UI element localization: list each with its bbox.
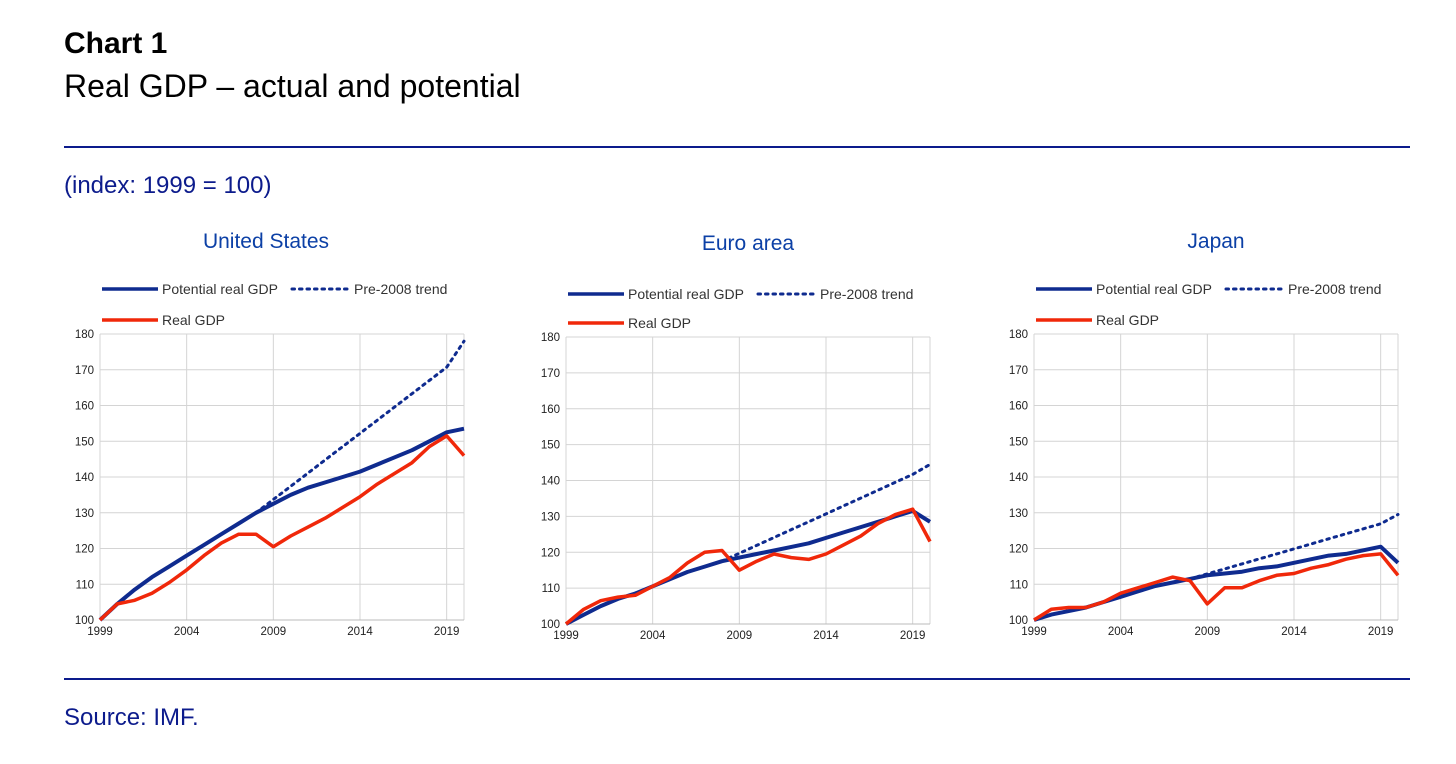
panel-title: Japan (1187, 230, 1244, 253)
y-tick-label: 180 (541, 332, 560, 344)
y-tick-label: 160 (75, 401, 94, 413)
chart-title: Real GDP – actual and potential (64, 68, 521, 104)
y-tick-label: 180 (75, 329, 94, 341)
chart-svg-japan: Japan 100 110 120 130 140 150 160 170 180 1999 2004… (1009, 230, 1400, 638)
series-line-potential-real-gdp (98, 426, 465, 622)
y-tick-label: 170 (1009, 365, 1028, 377)
x-tick-label: 2004 (1108, 626, 1134, 638)
series-line-potential-real-gdp (1033, 544, 1400, 622)
y-tick-label: 150 (541, 440, 560, 452)
y-tick-label: 150 (75, 436, 94, 448)
y-tick-label: 110 (76, 579, 94, 591)
panel-united-states: United States 100 110 120 130 140 150 160 170 180… (56, 222, 476, 647)
x-tick-label: 1999 (1021, 626, 1047, 638)
y-tick-label: 120 (1009, 544, 1028, 556)
series-line-pre-2008-trend (720, 462, 932, 563)
series-line-pre-2008-trend (1188, 513, 1400, 581)
legend-label-real-gdp: Real GDP (628, 315, 691, 331)
y-tick-label: 110 (542, 583, 560, 595)
legend-label-real-gdp: Real GDP (162, 312, 225, 328)
legend-label-real-gdp: Real GDP (1096, 312, 1159, 328)
chart-number: Chart 1 (64, 27, 168, 60)
y-tick-label: 130 (541, 511, 560, 523)
chart-svg-euro-area: Euro area 100 110 120 130 140 150 160 170 180 1999… (541, 232, 932, 642)
y-tick-label: 160 (1009, 401, 1028, 413)
x-tick-label: 2009 (1195, 626, 1221, 638)
x-tick-label: 2009 (261, 626, 287, 638)
x-tick-label: 2019 (900, 630, 926, 642)
source-note: Source: IMF. (64, 704, 199, 731)
y-tick-label: 100 (1009, 615, 1028, 627)
legend-label-potential-real-gdp: Potential real GDP (628, 286, 744, 302)
y-tick-label: 100 (75, 615, 94, 627)
y-tick-label: 110 (1010, 579, 1028, 591)
x-tick-label: 2004 (174, 626, 200, 638)
panel-euro-area: Euro area 100 110 120 130 140 150 160 170 180 1999… (522, 222, 942, 647)
series-line-real-gdp (564, 507, 932, 626)
series-line-pre-2008-trend (254, 339, 466, 515)
y-tick-label: 140 (75, 472, 94, 484)
legend-label-pre-2008-trend: Pre-2008 trend (820, 286, 913, 302)
x-tick-label: 1999 (553, 630, 579, 642)
y-tick-label: 130 (75, 508, 94, 520)
y-tick-label: 140 (1009, 472, 1028, 484)
x-tick-label: 2009 (727, 630, 753, 642)
bottom-rule (64, 678, 1410, 680)
chart-svg-united-states: United States 100 110 120 130 140 150 160 170 180… (75, 230, 466, 638)
legend-label-potential-real-gdp: Potential real GDP (1096, 281, 1212, 297)
panel-title: United States (203, 230, 329, 253)
chart-header: Chart 1 Real GDP – actual and potential (64, 24, 521, 108)
legend-label-pre-2008-trend: Pre-2008 trend (1288, 281, 1381, 297)
y-tick-label: 180 (1009, 329, 1028, 341)
series-line-real-gdp (98, 434, 466, 622)
legend-label-pre-2008-trend: Pre-2008 trend (354, 281, 447, 297)
panel-title: Euro area (702, 232, 795, 255)
x-tick-label: 2019 (434, 626, 460, 638)
legend-label-potential-real-gdp: Potential real GDP (162, 281, 278, 297)
units-label: (index: 1999 = 100) (64, 172, 272, 199)
y-tick-label: 140 (541, 476, 560, 488)
y-tick-label: 100 (541, 619, 560, 631)
x-tick-label: 2004 (640, 630, 666, 642)
x-tick-label: 2014 (347, 626, 373, 638)
x-tick-label: 1999 (87, 626, 113, 638)
x-tick-label: 2019 (1368, 626, 1394, 638)
x-tick-label: 2014 (813, 630, 839, 642)
y-tick-label: 170 (75, 365, 94, 377)
top-rule (64, 146, 1410, 148)
x-tick-label: 2014 (1281, 626, 1307, 638)
y-tick-label: 120 (75, 544, 94, 556)
y-tick-label: 130 (1009, 508, 1028, 520)
panel-japan: Japan 100 110 120 130 140 150 160 170 180 1999 2004… (990, 222, 1410, 647)
series-line-real-gdp (1033, 552, 1400, 622)
y-tick-label: 150 (1009, 436, 1028, 448)
y-tick-label: 170 (541, 368, 560, 380)
y-tick-label: 160 (541, 404, 560, 416)
y-tick-label: 120 (541, 547, 560, 559)
